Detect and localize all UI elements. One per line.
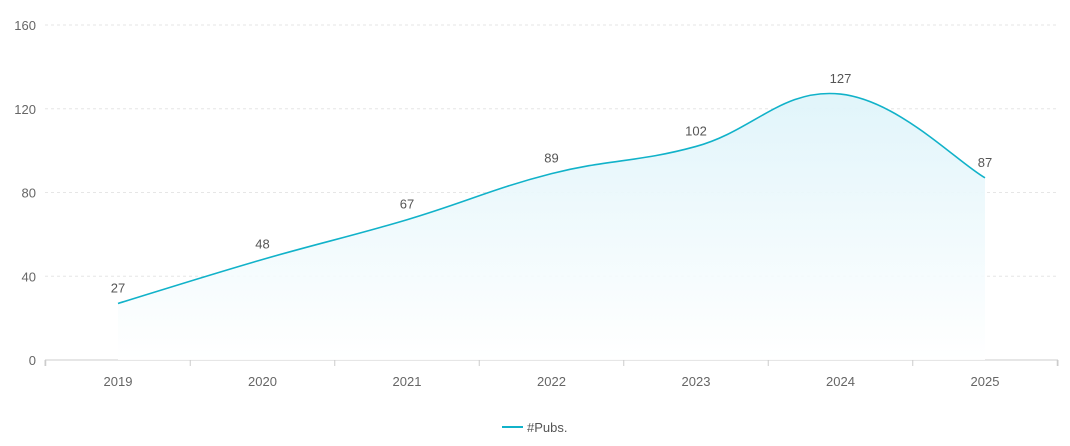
series-area xyxy=(118,93,985,360)
legend[interactable]: #Pubs. xyxy=(502,420,567,435)
data-label: 127 xyxy=(830,71,852,86)
data-label: 89 xyxy=(544,151,558,166)
y-tick-label: 0 xyxy=(29,353,36,368)
series-line xyxy=(117,92,986,305)
x-tick-label: 2019 xyxy=(104,374,133,389)
data-label: 67 xyxy=(400,197,414,212)
x-tick-label: 2023 xyxy=(682,374,711,389)
y-tick-label: 80 xyxy=(22,186,36,201)
x-tick-label: 2022 xyxy=(537,374,566,389)
x-axis: 2019 2020 2021 2022 2023 2024 2025 xyxy=(44,359,1059,389)
x-tick-label: 2020 xyxy=(248,374,277,389)
data-label: 27 xyxy=(111,280,125,295)
x-tick-label: 2024 xyxy=(826,374,855,389)
legend-label[interactable]: #Pubs. xyxy=(527,420,567,435)
data-labels: 27 48 67 89 102 127 87 xyxy=(111,71,992,295)
data-label: 87 xyxy=(978,155,992,170)
x-tick-label: 2025 xyxy=(971,374,1000,389)
y-axis: 0 40 80 120 160 xyxy=(14,18,36,368)
x-tick-label: 2021 xyxy=(393,374,422,389)
data-label: 48 xyxy=(255,237,269,252)
y-tick-label: 40 xyxy=(22,269,36,284)
y-tick-label: 160 xyxy=(14,18,36,33)
data-label: 102 xyxy=(685,123,707,138)
y-tick-label: 120 xyxy=(14,102,36,117)
